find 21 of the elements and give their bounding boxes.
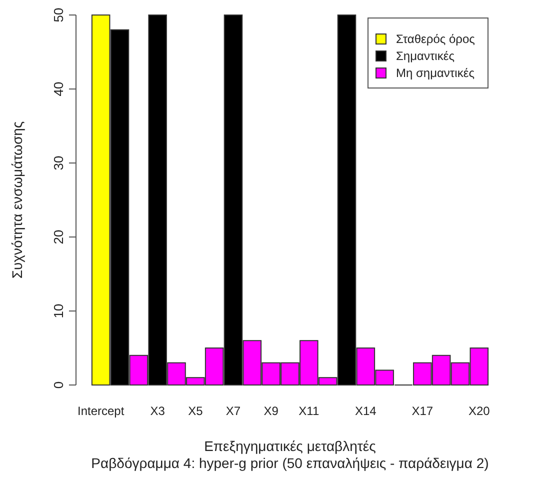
- x-tick-label: X17: [412, 404, 434, 418]
- y-tick-label: 40: [51, 82, 66, 96]
- x-axis-title: Επεξηγηματικές μεταβλητές: [204, 438, 376, 454]
- x-tick-label: X3: [150, 404, 166, 418]
- y-tick-label: 50: [51, 8, 66, 22]
- x-tick-label: X5: [188, 404, 204, 418]
- legend-label: Μη σημαντικές: [396, 66, 475, 80]
- x-tick-label: Intercept: [77, 404, 125, 418]
- x-tick-label: X14: [354, 404, 377, 418]
- x-tick-label: X7: [226, 404, 241, 418]
- x-tick-label: X11: [298, 404, 320, 418]
- legend-label: Σταθερός όρος: [396, 32, 476, 46]
- x-tick-label: X20: [468, 404, 490, 418]
- y-tick-label: 10: [51, 304, 66, 318]
- y-tick-label: 30: [51, 156, 66, 170]
- y-tick-label: 20: [51, 230, 66, 244]
- legend-label: Σημαντικές: [396, 49, 455, 63]
- y-tick-label: 0: [51, 381, 66, 389]
- text: Ραβδόγραμμα 4: hyper-g prior (50 επαναλήψεις - παράδειγμα 2): [91, 455, 489, 471]
- x-tick-label: X9: [264, 404, 279, 418]
- y-axis-title: Συχνότητα ενσωμάτωσης: [9, 121, 25, 279]
